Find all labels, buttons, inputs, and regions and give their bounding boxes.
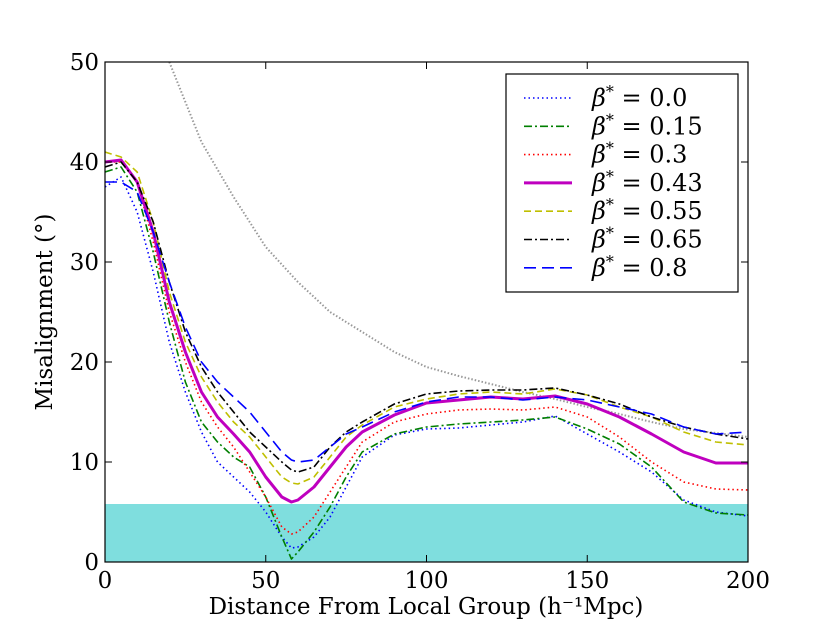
y-tick-label: 40	[70, 150, 99, 176]
legend-label-1: β* = 0.15	[591, 110, 703, 140]
legend-label-2: β* = 0.3	[591, 139, 687, 169]
series-line-6	[105, 181, 748, 463]
legend: β* = 0.0β* = 0.15β* = 0.3β* = 0.43β* = 0…	[505, 73, 739, 293]
legend-label-4: β* = 0.55	[591, 195, 703, 225]
y-tick-label: 0	[84, 550, 99, 576]
legend-label-6: β* = 0.8	[591, 252, 687, 282]
reference-curve	[168, 62, 748, 438]
series-line-5	[105, 161, 748, 473]
legend-label-3: β* = 0.43	[591, 167, 703, 197]
legend-label-5: β* = 0.65	[591, 224, 703, 254]
shaded-band	[105, 504, 748, 562]
series-line-0	[105, 176, 748, 549]
series-line-1	[105, 166, 748, 560]
x-tick-label: 0	[98, 568, 113, 594]
x-tick-label: 100	[405, 568, 449, 594]
y-tick-label: 50	[70, 50, 99, 76]
x-tick-label: 50	[251, 568, 280, 594]
y-tick-label: 10	[70, 450, 99, 476]
x-axis-title: Distance From Local Group (h⁻¹Mpc)	[209, 594, 644, 620]
y-axis-title: Misalignment (°)	[32, 214, 58, 411]
x-tick-label: 150	[565, 568, 609, 594]
legend-label-0: β* = 0.0	[591, 82, 687, 112]
x-tick-label: 200	[726, 568, 770, 594]
y-tick-label: 20	[70, 350, 99, 376]
y-tick-label: 30	[70, 250, 99, 276]
series-line-3	[105, 158, 748, 504]
